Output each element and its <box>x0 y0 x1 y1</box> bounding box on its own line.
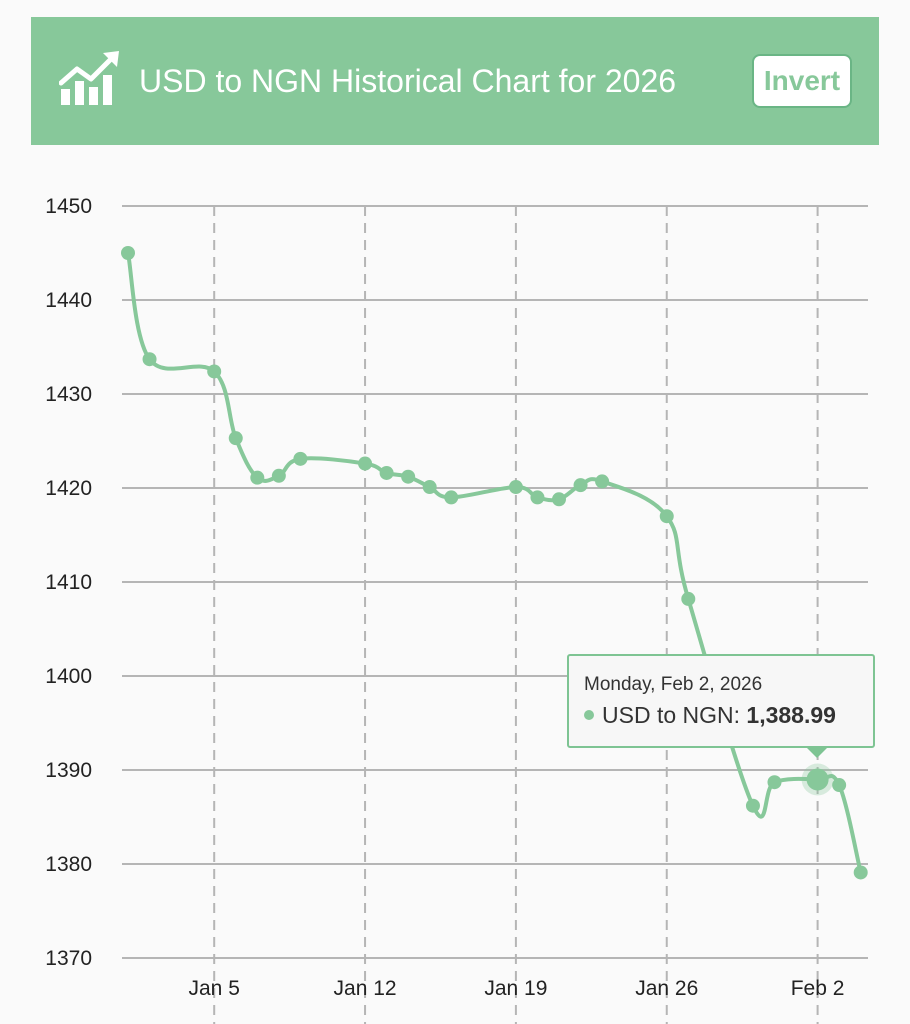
data-tooltip: Monday, Feb 2, 2026 USD to NGN: 1,388.99 <box>567 654 875 758</box>
series-line-usd-ngn <box>126 252 863 873</box>
y-tick-label: 1440 <box>45 289 92 312</box>
exchange-rate-chart[interactable]: 1450 1440 1430 1420 1410 1400 1390 1380 1370 Jan… <box>0 145 910 1024</box>
x-tick-label: Jan 12 <box>334 977 397 1000</box>
data-point-active[interactable] <box>806 768 829 791</box>
y-tick-label: 1380 <box>45 853 92 876</box>
data-point[interactable] <box>422 480 437 495</box>
data-point[interactable] <box>530 490 545 505</box>
invert-button[interactable]: Invert <box>752 54 852 108</box>
chart-header: USD to NGN Historical Chart for 2026 Inv… <box>31 17 879 145</box>
x-tick-label: Jan 5 <box>189 977 240 1000</box>
y-tick-label: 1420 <box>45 477 92 500</box>
data-point[interactable] <box>681 591 696 606</box>
x-tick-label: Jan 26 <box>635 977 698 1000</box>
series-dot-icon <box>584 709 594 720</box>
data-point[interactable] <box>832 778 847 793</box>
data-point[interactable] <box>379 465 394 480</box>
y-tick-label: 1400 <box>45 665 92 688</box>
y-tick-label: 1390 <box>45 759 92 782</box>
data-point[interactable] <box>142 352 157 367</box>
tooltip-value: 1,388.99 <box>746 702 836 728</box>
y-tick-label: 1370 <box>45 947 92 970</box>
data-point[interactable] <box>271 468 286 483</box>
data-point[interactable] <box>121 246 135 260</box>
data-point[interactable] <box>401 469 416 484</box>
data-point[interactable] <box>745 798 760 813</box>
x-tick-label: Feb 2 <box>791 977 845 1000</box>
tooltip-series-name: USD to NGN <box>602 702 734 728</box>
data-point[interactable] <box>853 865 868 880</box>
data-point[interactable] <box>767 775 782 790</box>
tooltip-row: USD to NGN: 1,388.99 <box>584 702 836 729</box>
data-point[interactable] <box>573 478 588 493</box>
chart-title: USD to NGN Historical Chart for 2026 <box>139 63 677 99</box>
data-point[interactable] <box>358 456 373 471</box>
x-tick-label: Jan 19 <box>484 977 547 1000</box>
y-tick-label: 1410 <box>45 571 92 594</box>
data-point[interactable] <box>207 364 222 379</box>
y-tick-label: 1450 <box>45 195 92 218</box>
data-point[interactable] <box>595 474 610 489</box>
tooltip-pointer <box>807 748 827 758</box>
data-point[interactable] <box>659 509 674 524</box>
trend-chart-icon <box>59 51 119 105</box>
data-point[interactable] <box>508 480 523 495</box>
y-tick-label: 1430 <box>45 383 92 406</box>
data-point[interactable] <box>552 492 566 507</box>
tooltip-date: Monday, Feb 2, 2026 <box>584 674 763 695</box>
data-point[interactable] <box>444 490 459 505</box>
data-point[interactable] <box>293 451 308 466</box>
data-point[interactable] <box>228 431 243 446</box>
data-point[interactable] <box>250 470 265 485</box>
